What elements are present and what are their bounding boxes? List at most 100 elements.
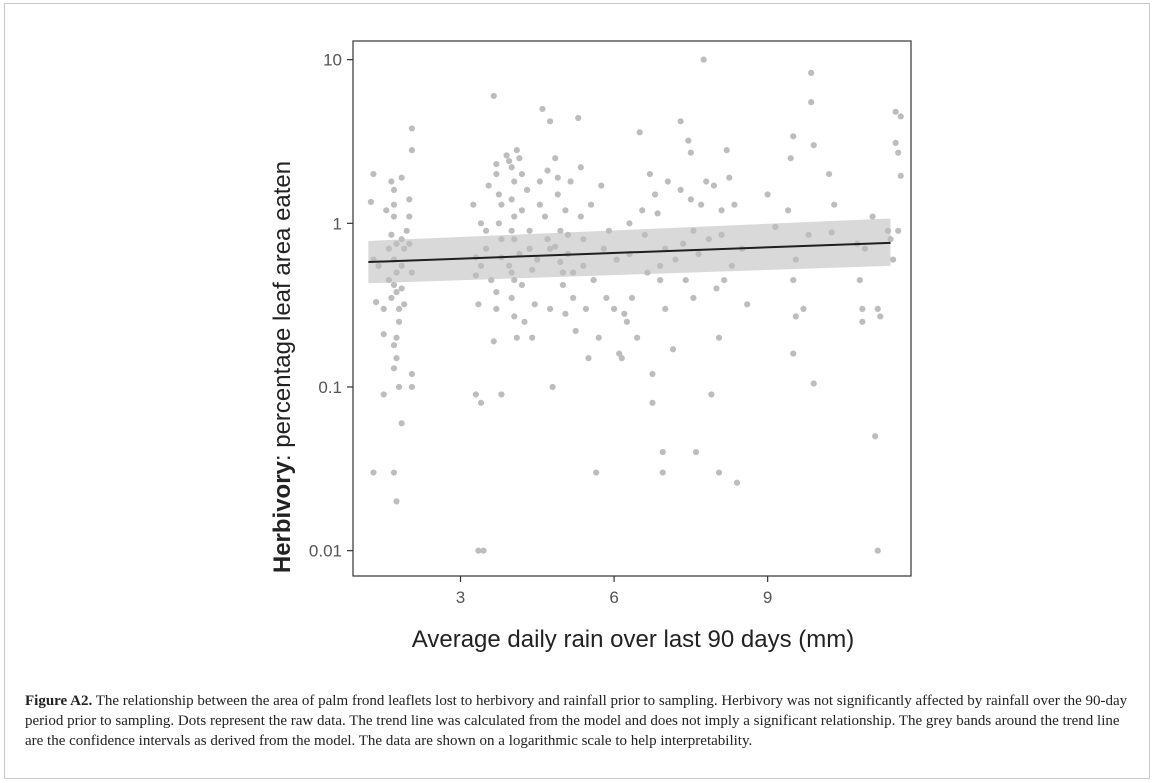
data-point	[810, 380, 817, 387]
data-point	[518, 170, 526, 178]
data-point	[613, 256, 620, 263]
data-point	[692, 449, 700, 456]
data-point	[395, 383, 403, 391]
data-point	[657, 262, 664, 269]
data-point	[498, 236, 505, 243]
data-point	[554, 191, 561, 198]
data-point	[513, 147, 520, 154]
data-point	[649, 370, 656, 378]
data-point	[828, 229, 835, 236]
data-point	[513, 334, 520, 341]
data-point	[593, 469, 600, 476]
data-point	[408, 147, 415, 154]
data-point	[375, 262, 382, 269]
data-point	[526, 227, 533, 234]
data-point	[506, 262, 513, 269]
data-point	[808, 99, 815, 106]
data-point	[372, 299, 380, 306]
data-point	[534, 256, 541, 263]
data-point	[508, 227, 515, 234]
data-point	[398, 236, 405, 243]
data-point	[493, 288, 500, 296]
data-point	[598, 182, 605, 189]
trend-line	[368, 241, 891, 264]
data-point	[393, 269, 400, 276]
data-point	[792, 313, 799, 320]
data-point	[698, 201, 705, 208]
figure-caption: Figure A2. The relationship between the …	[25, 691, 1135, 751]
data-point	[577, 213, 584, 220]
data-point	[511, 236, 518, 243]
data-point	[861, 245, 869, 252]
data-point	[634, 334, 641, 341]
data-point	[526, 245, 533, 252]
data-point	[521, 318, 528, 325]
data-point	[508, 164, 515, 171]
data-point	[406, 240, 413, 247]
data-point	[383, 207, 390, 214]
data-point	[685, 137, 692, 144]
data-point	[493, 305, 500, 312]
data-point	[644, 269, 651, 276]
data-point	[859, 318, 866, 325]
data-point	[393, 240, 400, 247]
data-point	[531, 301, 538, 308]
data-point	[557, 227, 564, 234]
data-point	[636, 129, 643, 136]
data-point	[401, 245, 408, 252]
data-point	[877, 313, 884, 320]
data-point	[577, 164, 584, 171]
data-point	[575, 114, 582, 122]
data-point	[380, 391, 387, 398]
data-point	[892, 108, 899, 115]
data-point	[859, 305, 866, 312]
data-point	[490, 92, 497, 100]
data-point	[564, 231, 572, 238]
data-point	[388, 294, 395, 302]
data-point	[895, 149, 902, 156]
caption-label: Figure A2.	[25, 693, 93, 709]
data-point	[508, 196, 515, 203]
data-point	[393, 288, 400, 296]
data-point	[785, 207, 792, 214]
data-point	[687, 196, 694, 203]
data-point	[587, 201, 595, 208]
data-point	[595, 334, 602, 341]
data-point	[646, 170, 654, 178]
caption-text: The relationship between the area of pal…	[25, 693, 1128, 749]
data-point	[690, 227, 697, 234]
data-point	[800, 305, 807, 312]
data-point	[475, 547, 482, 554]
data-point	[477, 220, 485, 227]
data-point	[485, 182, 492, 189]
data-point	[708, 391, 715, 398]
data-point	[390, 213, 398, 220]
y-tick-label: 1	[333, 214, 342, 233]
data-point	[715, 334, 723, 341]
data-point	[889, 256, 897, 263]
data-point	[884, 227, 892, 234]
data-point	[398, 262, 405, 269]
data-point	[546, 245, 554, 252]
data-point	[651, 191, 659, 198]
data-point	[585, 355, 592, 362]
data-point	[483, 245, 490, 252]
x-tick-label: 3	[456, 588, 465, 607]
data-point	[603, 294, 610, 302]
data-point	[557, 258, 564, 266]
data-point	[546, 118, 554, 125]
data-point	[808, 69, 815, 76]
data-point	[503, 152, 510, 159]
data-point	[705, 236, 712, 243]
data-point	[664, 178, 671, 185]
data-point	[390, 281, 398, 289]
data-point	[408, 125, 415, 132]
data-point	[610, 305, 618, 312]
data-point	[662, 305, 669, 312]
data-point	[477, 399, 485, 406]
data-point	[892, 139, 899, 146]
data-point	[731, 201, 738, 208]
data-point	[682, 276, 689, 284]
data-point	[790, 350, 797, 357]
data-point	[621, 310, 628, 317]
